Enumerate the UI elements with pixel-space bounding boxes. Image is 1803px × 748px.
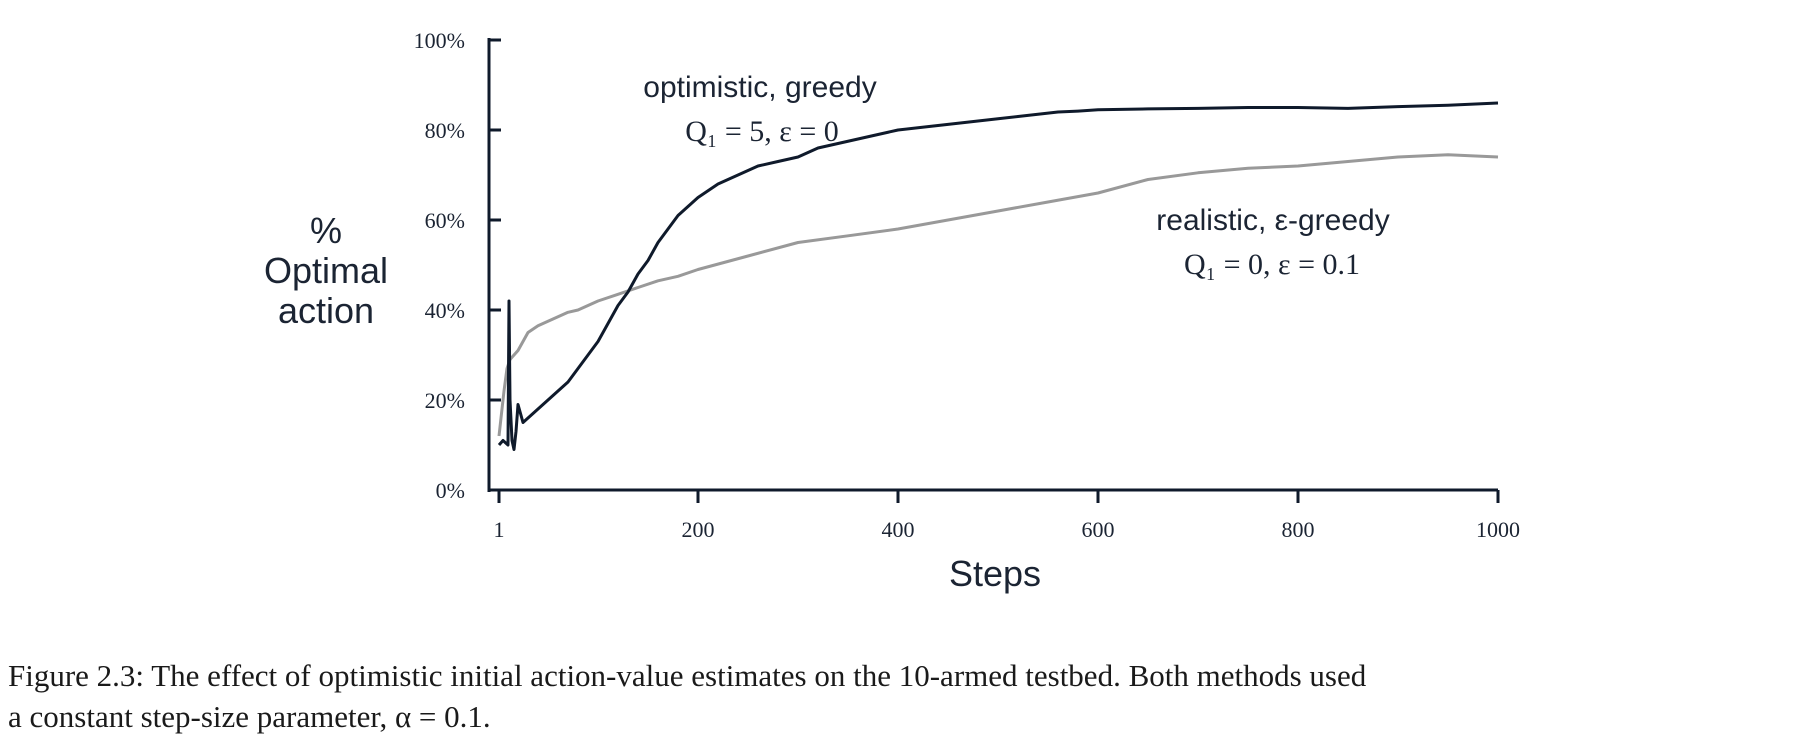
- annotation-realistic: realistic, ε-greedy Q₁ = 0, ε = 0.1: [1156, 204, 1389, 281]
- x-tick-label: 200: [682, 517, 715, 542]
- chart: 0% 20% 40% 60% 80% 100% 1 200 400 600 800 1000 % O…: [264, 28, 1520, 594]
- x-tick-label: 400: [882, 517, 915, 542]
- y-tick-label: 80%: [425, 118, 465, 143]
- x-tick-label: 1: [494, 517, 505, 542]
- annotation-realistic-title: realistic, ε-greedy: [1156, 204, 1389, 237]
- y-ticks: 0% 20% 40% 60% 80% 100%: [414, 28, 501, 503]
- annotation-realistic-formula: Q₁ = 0, ε = 0.1: [1184, 248, 1360, 281]
- annotation-optimistic-title: optimistic, greedy: [643, 71, 876, 104]
- y-axis-label-line-1: %: [310, 210, 342, 251]
- figure-caption: Figure 2.3: The effect of optimistic ini…: [8, 655, 1798, 737]
- y-axis-label-line-2: Optimal: [264, 250, 388, 291]
- y-axis-label: % Optimal action: [264, 210, 388, 331]
- x-tick-label: 800: [1282, 517, 1315, 542]
- axes: [487, 38, 1498, 492]
- x-tick-label: 1000: [1476, 517, 1520, 542]
- series-realistic-epsilon-greedy-line: [497, 153, 1499, 437]
- y-tick-label: 20%: [425, 388, 465, 413]
- series-optimistic-greedy-line: [497, 101, 1499, 451]
- y-tick-label: 40%: [425, 298, 465, 323]
- annotation-optimistic: optimistic, greedy Q₁ = 5, ε = 0: [643, 71, 876, 148]
- caption-line-2: a constant step-size parameter, α = 0.1.: [8, 699, 491, 734]
- y-tick-label: 0%: [436, 478, 465, 503]
- y-tick-label: 60%: [425, 208, 465, 233]
- y-axis-label-line-3: action: [278, 290, 374, 331]
- x-axis-label: Steps: [949, 553, 1041, 594]
- series-layer: [497, 101, 1499, 451]
- x-ticks: 1 200 400 600 800 1000: [494, 490, 1520, 542]
- caption-line-1: Figure 2.3: The effect of optimistic ini…: [8, 658, 1367, 693]
- y-tick-label: 100%: [414, 28, 465, 53]
- x-tick-label: 600: [1082, 517, 1115, 542]
- annotation-optimistic-formula: Q₁ = 5, ε = 0: [685, 115, 839, 148]
